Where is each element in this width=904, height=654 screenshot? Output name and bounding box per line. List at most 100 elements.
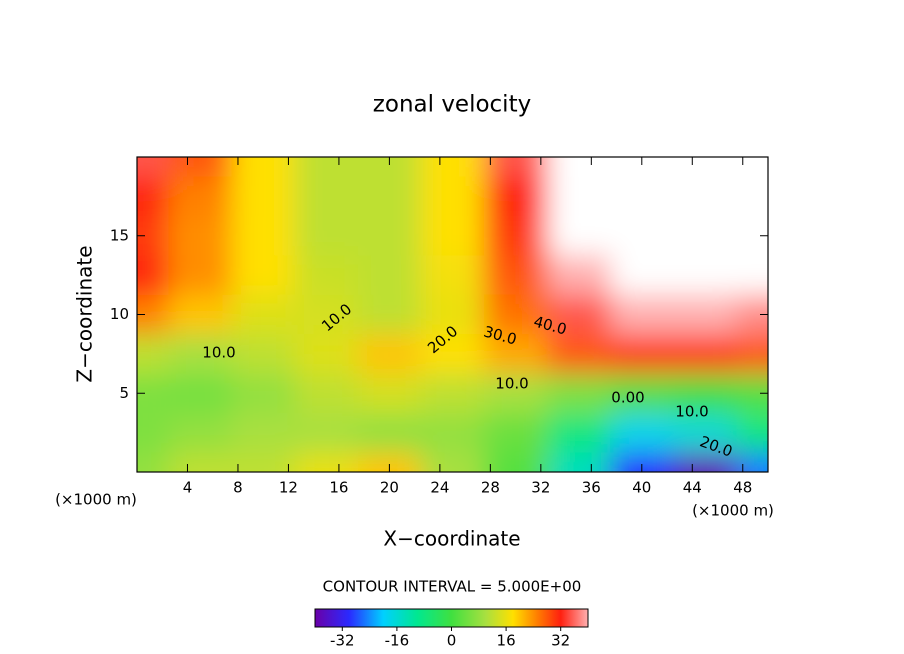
colorbar-tick-label: 0 bbox=[447, 632, 457, 650]
field-cell bbox=[673, 176, 738, 218]
field-cell bbox=[484, 412, 549, 454]
colorbar-tick-label: 32 bbox=[551, 632, 570, 650]
contour-label: 10.0 bbox=[202, 344, 235, 362]
y-tick-label: 15 bbox=[110, 226, 129, 244]
field-cell bbox=[231, 157, 296, 178]
field-cell bbox=[610, 294, 675, 336]
field-cell bbox=[610, 216, 675, 257]
field-cell bbox=[547, 373, 612, 414]
field-cell bbox=[610, 412, 675, 454]
field-cell bbox=[294, 334, 359, 375]
field-cell bbox=[673, 412, 738, 454]
y-unit: (×1000 m) bbox=[55, 491, 137, 509]
field-cell bbox=[137, 157, 170, 178]
field-cell bbox=[420, 255, 486, 296]
field-cell bbox=[231, 334, 296, 375]
x-unit: (×1000 m) bbox=[692, 502, 774, 520]
field-cell bbox=[736, 452, 768, 472]
field-cell bbox=[547, 216, 612, 257]
contour-label: 10.0 bbox=[675, 403, 708, 421]
field-cell bbox=[736, 216, 768, 257]
field-cell bbox=[610, 157, 675, 178]
colorbar-tick-label: -16 bbox=[385, 632, 410, 650]
field-cell bbox=[294, 452, 359, 472]
field-cell bbox=[231, 412, 296, 454]
field-cell bbox=[736, 334, 768, 375]
field-cell bbox=[673, 373, 738, 414]
field-cell bbox=[357, 216, 422, 257]
field-cell bbox=[137, 373, 170, 414]
field-cell bbox=[673, 334, 738, 375]
field-cell bbox=[357, 412, 422, 454]
field-cell bbox=[357, 157, 422, 178]
field-cell bbox=[168, 373, 233, 414]
field-cell bbox=[610, 452, 675, 472]
field-cell bbox=[137, 412, 170, 454]
field-cell bbox=[673, 255, 738, 296]
field-cell bbox=[357, 373, 422, 414]
field-cell bbox=[231, 373, 296, 414]
field-cell bbox=[484, 334, 549, 375]
field-cell bbox=[294, 294, 359, 336]
field-cell bbox=[420, 294, 486, 336]
field-cell bbox=[231, 452, 296, 472]
field-cell bbox=[357, 176, 422, 218]
field-cell bbox=[231, 176, 296, 218]
field-cell bbox=[168, 216, 233, 257]
field-cell bbox=[357, 294, 422, 336]
field-cell bbox=[547, 294, 612, 336]
field-cell bbox=[294, 412, 359, 454]
x-tick-label: 16 bbox=[329, 479, 348, 497]
field-cell bbox=[673, 157, 738, 178]
field-cell bbox=[547, 255, 612, 296]
field-cell bbox=[231, 294, 296, 336]
colorbar bbox=[314, 608, 589, 628]
field-cell bbox=[420, 176, 486, 218]
field-cell bbox=[420, 216, 486, 257]
x-tick-label: 44 bbox=[683, 479, 702, 497]
x-tick-label: 8 bbox=[233, 479, 243, 497]
field-cell bbox=[168, 452, 233, 472]
field-cell bbox=[420, 334, 486, 375]
field-cell bbox=[168, 176, 233, 218]
field-cell bbox=[673, 452, 738, 472]
field-cell bbox=[547, 452, 612, 472]
field-cell bbox=[547, 334, 612, 375]
field-cell bbox=[420, 373, 486, 414]
field-cell bbox=[420, 412, 486, 454]
field-cell bbox=[168, 157, 233, 178]
field-cell bbox=[168, 412, 233, 454]
x-axis-title: X−coordinate bbox=[383, 527, 520, 551]
colorbar-tick-label: -32 bbox=[330, 632, 355, 650]
field-cell bbox=[484, 294, 549, 336]
x-tick-label: 24 bbox=[430, 479, 449, 497]
field-cell bbox=[137, 216, 170, 257]
field-cell bbox=[294, 176, 359, 218]
field-cell bbox=[673, 216, 738, 257]
field-cell bbox=[547, 412, 612, 454]
colorbar-tick-label: 16 bbox=[497, 632, 516, 650]
y-tick-label: 10 bbox=[110, 305, 129, 323]
x-tick-label: 28 bbox=[481, 479, 500, 497]
field-cell bbox=[610, 255, 675, 296]
field-cell bbox=[357, 255, 422, 296]
field bbox=[137, 157, 768, 472]
x-tick-label: 20 bbox=[380, 479, 399, 497]
field-cell bbox=[736, 412, 768, 454]
field-cell bbox=[736, 294, 768, 336]
field-cell bbox=[137, 334, 170, 375]
field-cell bbox=[357, 452, 422, 472]
x-tick-label: 32 bbox=[531, 479, 550, 497]
field-cell bbox=[484, 216, 549, 257]
field-cell bbox=[547, 176, 612, 218]
field-cell bbox=[484, 373, 549, 414]
field-cell bbox=[420, 157, 486, 178]
field-cell bbox=[294, 255, 359, 296]
x-tick-label: 36 bbox=[582, 479, 601, 497]
contour-note: CONTOUR INTERVAL = 5.000E+00 bbox=[323, 578, 582, 596]
field-cell bbox=[294, 216, 359, 257]
contour-label: 0.00 bbox=[611, 389, 644, 407]
field-cell bbox=[736, 157, 768, 178]
field-cell bbox=[231, 216, 296, 257]
